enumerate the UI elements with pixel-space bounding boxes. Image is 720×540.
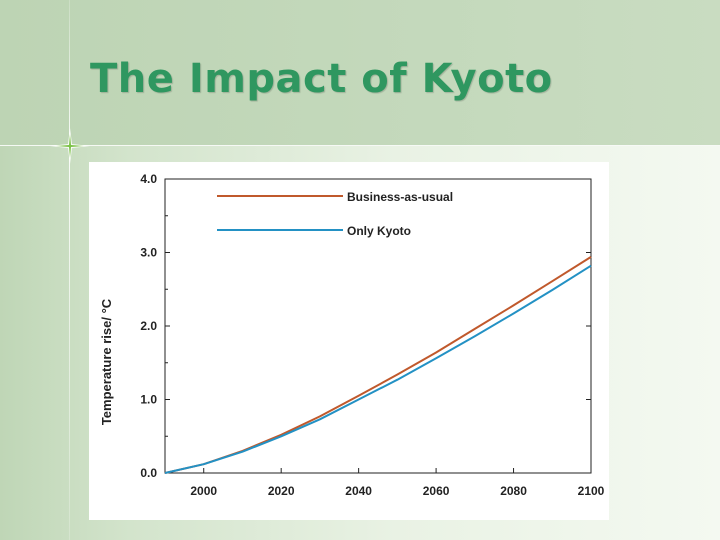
y-axis-label: Temperature rise/ °C xyxy=(99,298,114,426)
y-tick-label: 4.0 xyxy=(140,172,157,186)
legend-label: Business-as-usual xyxy=(347,190,453,204)
x-tick-label: 2000 xyxy=(190,484,217,498)
x-tick-label: 2040 xyxy=(345,484,372,498)
x-tick-label: 2100 xyxy=(578,484,605,498)
series-line-0 xyxy=(164,256,592,474)
line-chart: 0.0 1.0 2.0 3.0 4.0 2000 2020 2040 2060 2080 2100 B… xyxy=(140,172,605,498)
series-line-1 xyxy=(164,264,592,474)
y-tick-label: 3.0 xyxy=(140,246,157,260)
title-band xyxy=(0,0,720,146)
x-tick-label: 2020 xyxy=(268,484,295,498)
legend-label: Only Kyoto xyxy=(347,224,411,238)
y-tick-label: 0.0 xyxy=(140,466,157,480)
x-tick-label: 2080 xyxy=(500,484,527,498)
y-tick-label: 1.0 xyxy=(140,393,157,407)
sparkle-icon xyxy=(50,128,90,164)
decor-vertical-line xyxy=(69,0,70,540)
decor-horizontal-line xyxy=(0,145,720,146)
x-tick-label: 2060 xyxy=(423,484,450,498)
chart-panel: 0.0 1.0 2.0 3.0 4.0 2000 2020 2040 2060 2080 2100 B… xyxy=(89,162,609,520)
y-tick-label: 2.0 xyxy=(140,319,157,333)
slide-title: The Impact of Kyoto xyxy=(90,56,553,102)
